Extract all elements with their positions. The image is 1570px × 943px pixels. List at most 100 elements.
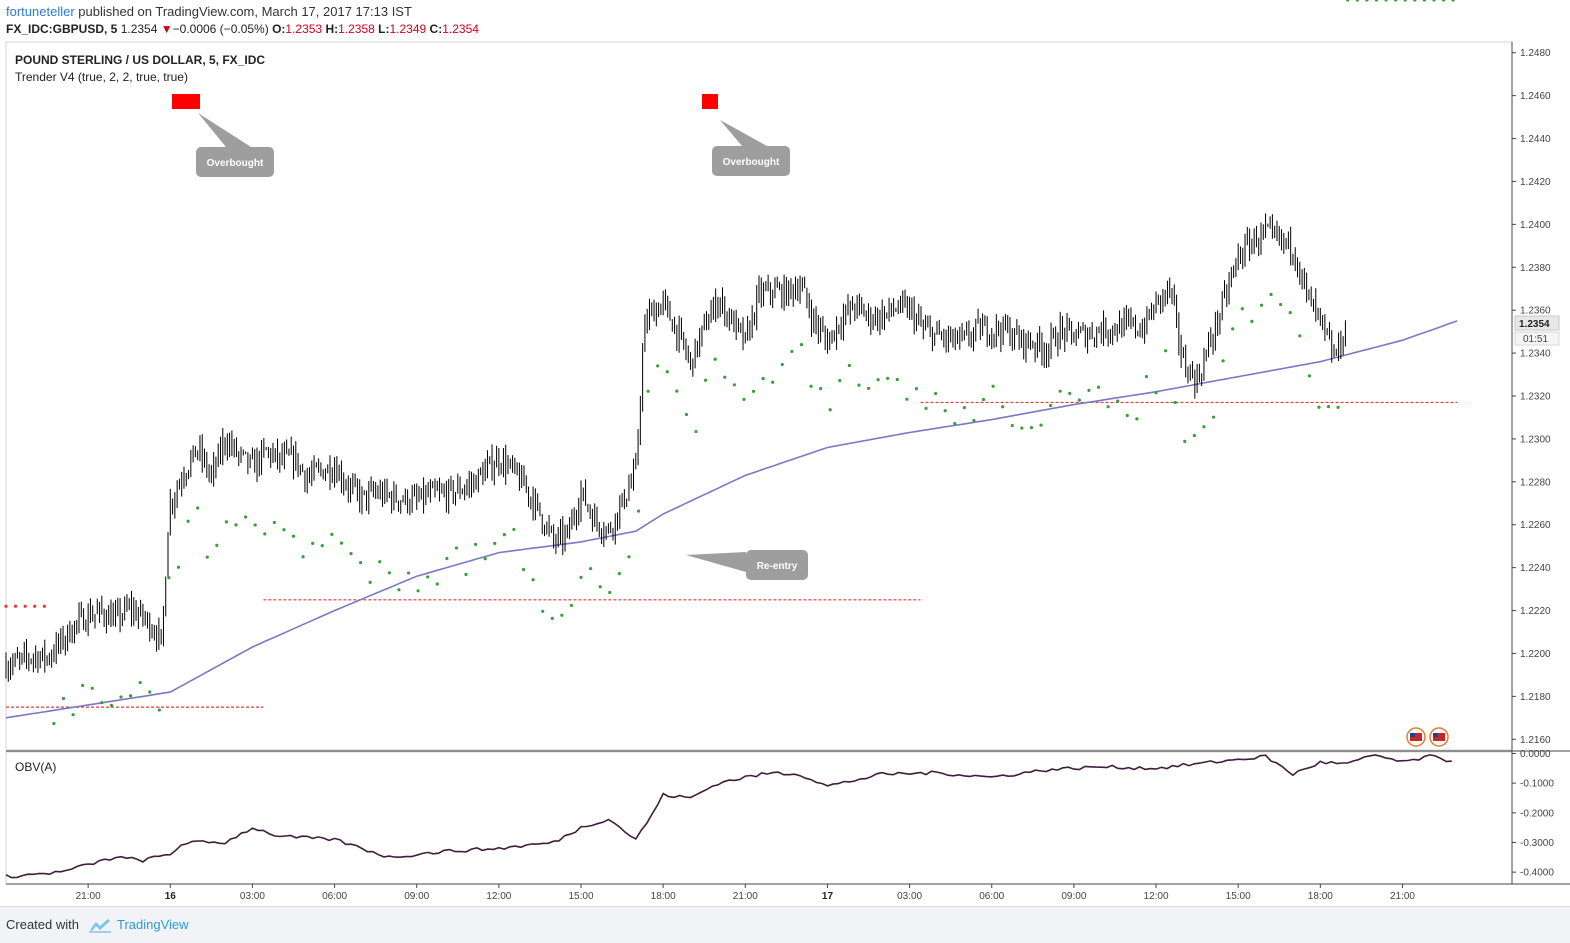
flag-stripes [1433,733,1445,741]
event-flags[interactable] [1406,727,1449,747]
trender-dot [224,520,229,524]
trender-dot [1336,405,1340,409]
flag-stripes [1410,733,1422,741]
trender-dot [1240,307,1244,311]
trender-dot [905,397,909,401]
obv-title[interactable]: OBV(A) [15,760,57,774]
trender-dot [454,546,459,550]
time-axis[interactable]: 21:00 16 03:00 06:00 09:00 12:00 15:00 18:00 21:… [76,884,1416,902]
trender-dot [1125,413,1129,418]
callout-label: Overbought [723,157,780,168]
trender-dot [962,406,966,410]
trender-dot [1211,415,1216,419]
trender-dot [1154,391,1158,395]
trender-dot [924,406,928,410]
indicator-title[interactable]: Trender V4 (true, 2, 2, true, true) [15,70,188,84]
trender-dot [1279,302,1283,307]
trender-dot [330,532,334,536]
trender-dot [1413,0,1417,2]
flag-canton [1433,733,1438,737]
trender-dot [100,701,104,705]
callout-box [196,147,274,177]
trender-dot [665,370,669,374]
flag-canton [1410,733,1415,737]
time-tick-label: 09:00 [404,891,429,902]
trender-dot [742,397,746,401]
price-axis[interactable]: 1.2160 1.2180 1.2200 1.2220 1.2240 1.2260 1.22… [1512,48,1551,746]
trender-dot [550,616,554,620]
trender-dot [751,389,756,393]
trender-dot [531,578,535,582]
chart-canvas[interactable]: 1.2160 1.2180 1.2200 1.2220 1.2240 1.2260 1.22… [0,0,1570,906]
time-tick-label: 15:00 [1226,891,1251,902]
trender-dot [157,708,161,712]
trender-dot [1221,359,1225,363]
trender-dot [790,349,794,354]
trender-dot [684,412,689,417]
trender-dot [723,375,727,379]
price-tick-label: 1.2280 [1520,477,1551,488]
trender-dot [598,585,602,589]
trender-dot [119,695,123,699]
price-tick-label: 1.2260 [1520,520,1551,531]
trender-dot [397,588,401,592]
trender-dot [282,528,286,532]
trender-dot [627,555,631,559]
high-value: 1.2358 [338,22,375,36]
trender-dot [378,560,382,564]
price-tick-label: 1.2420 [1520,177,1551,188]
trender-dot [272,520,276,525]
trender-dot [33,604,37,608]
callouts: Overbought Overbought Re-entry [196,113,808,580]
trender-dot [857,383,861,387]
trender-dot [1010,423,1014,428]
overbought-callout-2: Overbought [712,120,790,176]
trender-dot [991,384,995,388]
callout-pointer [686,552,746,572]
tradingview-logo-icon[interactable] [88,917,112,933]
symbol-title[interactable]: POUND STERLING / US DOLLAR, 5, FX_IDC [15,53,266,67]
trender-dot [1269,292,1273,297]
obv-tick-label: -0.2000 [1520,808,1554,819]
economic-event-flag-icon [1429,727,1449,747]
price-tick-label: 1.2220 [1520,606,1551,617]
time-tick-label: 03:00 [240,891,265,902]
callout-pointer [720,120,767,146]
trender-dot [1020,426,1024,430]
trender-dot [42,604,46,608]
callout-label: Re-entry [757,561,798,572]
trender-dot [809,384,813,388]
footer-bar: Created with TradingView [0,906,1570,943]
trender-dot [579,575,583,579]
countdown-label: 01:51 [1523,334,1548,345]
trender-dot [291,534,296,538]
moving-average-line [5,320,1458,719]
trender-dot [416,589,420,593]
change-arrow-icon: ▼ [160,22,173,36]
obv-line [5,754,1452,879]
countdown-badge [1514,331,1560,346]
trender-dot [1183,439,1187,444]
trender-dot [1144,374,1149,379]
trender-dot [934,391,938,396]
trender-dot [1346,0,1350,2]
trender-dot [675,389,679,393]
trender-dot [426,575,430,579]
overbought-callout-1: Overbought [196,113,274,177]
symbol-label[interactable]: FX_IDC:GBPUSD, 5 [6,22,118,36]
close-label: C: [429,22,443,36]
trender-dot [589,567,593,571]
trender-dot [464,572,468,577]
tradingview-link[interactable]: TradingView [117,917,189,932]
created-with-text: Created with [6,917,79,932]
trender-dot [1451,0,1455,2]
ohlc-line: FX_IDC:GBPUSD, 5 1.2354 ▼−0.0006 (−0.05%… [6,22,479,36]
author-link[interactable]: fortuneteller [6,4,75,19]
publisher-line: fortuneteller published on TradingView.c… [6,4,412,19]
trender-dot [1288,311,1292,315]
trender-dot [914,387,919,391]
trender-dot [1164,349,1168,353]
trender-dot [109,703,114,707]
time-tick-label: 03:00 [897,891,922,902]
trender-dot [301,555,305,559]
